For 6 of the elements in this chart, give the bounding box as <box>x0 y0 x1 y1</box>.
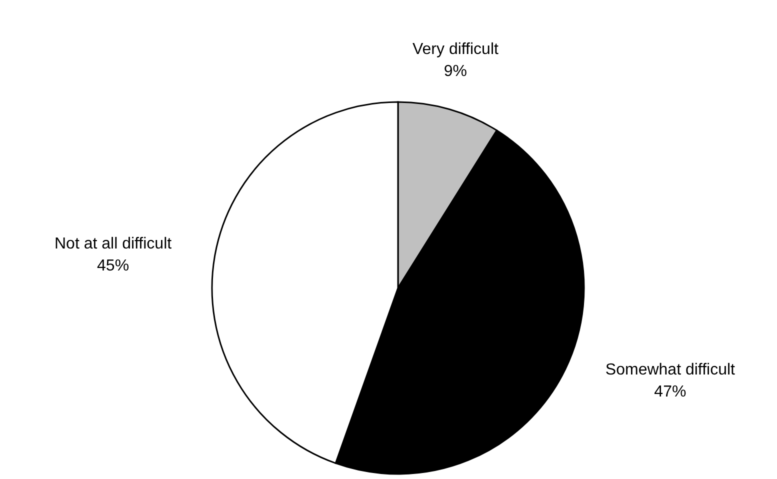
slice-label: Somewhat difficult <box>605 362 736 379</box>
slice-label: Very difficult <box>412 41 500 58</box>
data-label: 9% <box>444 63 468 80</box>
data-label: 45% <box>97 258 130 275</box>
slice-label: Not at all difficult <box>54 236 172 253</box>
data-label: 47% <box>654 384 686 401</box>
